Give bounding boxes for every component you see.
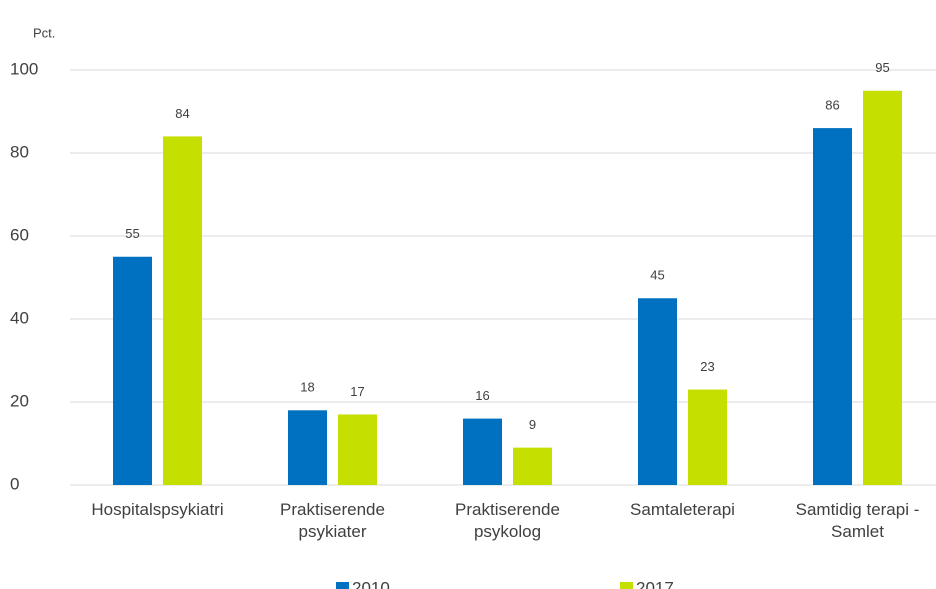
y-tick-label: 80: [10, 142, 29, 161]
legend-swatch: [620, 582, 633, 589]
legend-label: 2010: [352, 578, 390, 589]
x-tick-label: Samtidig terapi - Samlet: [795, 500, 920, 541]
x-tick-label: Hospitalspsykiatri: [91, 500, 224, 519]
data-label: 16: [475, 388, 489, 403]
x-tick-label: Praktiserende psykolog: [455, 500, 560, 541]
data-label: 84: [175, 106, 189, 121]
data-label: 9: [529, 417, 536, 432]
bar: [688, 389, 727, 485]
x-tick-label: Praktiserende psykiater: [280, 500, 385, 541]
bar: [813, 128, 852, 485]
legend-label: 2017: [636, 578, 674, 589]
y-tick-label: 20: [10, 391, 29, 410]
data-label: 45: [650, 268, 664, 283]
bar: [463, 418, 502, 485]
y-tick-label: 0: [10, 474, 19, 493]
bar: [513, 447, 552, 485]
bar: [863, 90, 902, 485]
data-label: 18: [300, 380, 314, 395]
y-tick-label: 40: [10, 308, 29, 327]
bar: [338, 414, 377, 485]
x-tick-label: Samtaleterapi: [630, 500, 735, 519]
bar: [163, 136, 202, 485]
y-tick-label: 60: [10, 225, 29, 244]
data-label: 23: [700, 359, 714, 374]
y-axis-label: Pct.: [33, 25, 55, 40]
data-label: 17: [350, 384, 364, 399]
data-label: 86: [825, 98, 839, 113]
bar: [113, 256, 152, 485]
bar: [288, 410, 327, 485]
data-label: 95: [875, 60, 889, 75]
legend-swatch: [336, 582, 349, 589]
data-label: 55: [125, 226, 139, 241]
y-tick-label: 100: [10, 59, 38, 78]
bar: [638, 298, 677, 485]
